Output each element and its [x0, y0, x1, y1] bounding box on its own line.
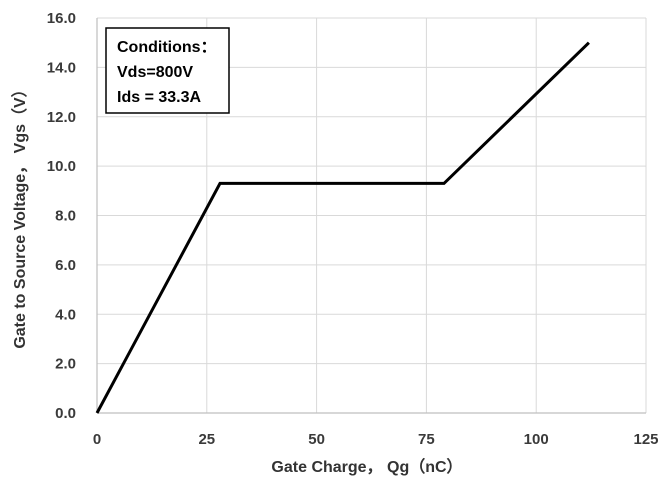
y-tick-label: 4.0 — [55, 306, 76, 323]
y-tick-labels: 0.0 2.0 4.0 6.0 8.0 10.0 12.0 14.0 16.0 — [47, 10, 76, 422]
conditions-box-frame — [105, 27, 230, 114]
x-tick-label: 100 — [524, 431, 549, 448]
y-tick-label: 2.0 — [55, 356, 76, 373]
y-tick-label: 14.0 — [47, 59, 76, 76]
conditions-heading: Conditions： — [117, 39, 217, 56]
x-tick-labels: 0 25 50 75 100 125 — [93, 431, 659, 448]
y-tick-label: 6.0 — [55, 257, 76, 274]
series-line — [95, 41, 590, 414]
series-layer — [95, 41, 590, 414]
conditions-box: Conditions： Vds=800V Ids = 33.3A — [105, 27, 230, 114]
x-tick-label: 75 — [418, 431, 435, 448]
x-tick-label: 50 — [308, 431, 325, 448]
y-tick-label: 12.0 — [47, 109, 76, 126]
x-tick-label: 25 — [198, 431, 215, 448]
x-axis-title: Gate Charge， Qg（nC） — [271, 458, 462, 476]
y-tick-label: 8.0 — [55, 208, 76, 225]
x-tick-label: 125 — [633, 431, 658, 448]
y-axis-title: Gate to Source Voltage， Vgs（V） — [11, 81, 29, 348]
x-tick-label: 0 — [93, 431, 101, 448]
conditions-vds: Vds=800V — [117, 64, 193, 81]
y-tick-label: 16.0 — [47, 10, 76, 27]
y-tick-label: 10.0 — [47, 158, 76, 175]
conditions-ids: Ids = 33.3A — [117, 89, 201, 106]
axes — [96, 18, 646, 414]
y-tick-label: 0.0 — [55, 405, 76, 422]
